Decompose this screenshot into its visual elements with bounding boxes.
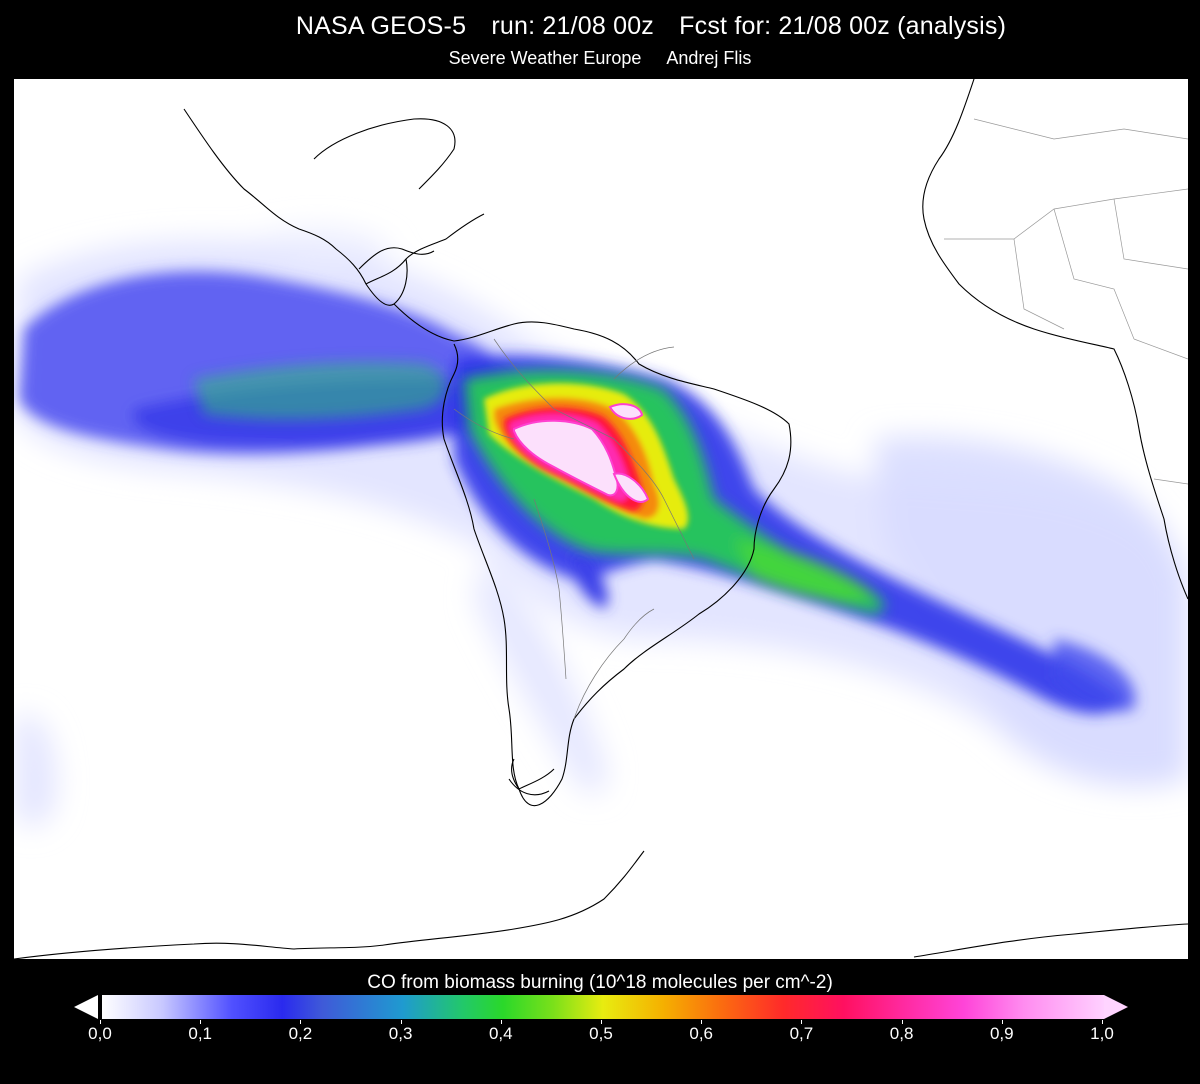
- colorbar-tick-label: 0,1: [188, 1024, 212, 1043]
- colorbar-tick: [1102, 1020, 1103, 1024]
- colorbar-tick: [500, 1020, 502, 1024]
- colorbar-tick-label: 0,4: [488, 1024, 513, 1043]
- africa-borders: [944, 118, 1188, 485]
- colorbar-tick: [100, 1020, 101, 1024]
- colorbar-tick: [801, 1020, 803, 1024]
- colorbar-tick-label: 0,3: [388, 1024, 413, 1043]
- colorbar-tick-label: 0,2: [288, 1024, 313, 1043]
- colorbar-tick-label: 0,5: [589, 1024, 613, 1043]
- colorbar: [100, 995, 1106, 1019]
- subtitle-author: Andrej Flis: [666, 48, 752, 68]
- colorbar-arrow-right: [1104, 995, 1128, 1019]
- colorbar-tick-label: 1,0: [1090, 1024, 1114, 1043]
- colorbar-tick-label: 0,7: [789, 1024, 814, 1043]
- colorbar-tick: [300, 1020, 302, 1024]
- colorbar-tick: [400, 1020, 402, 1024]
- title-run: run: 21/08 00z: [491, 12, 654, 40]
- colorbar-title: CO from biomass burning (10^18 molecules…: [367, 972, 833, 993]
- colorbar-tick-label: 0,8: [889, 1024, 914, 1043]
- africa-coast: [922, 79, 1188, 600]
- colorbar-arrow-left: [74, 995, 98, 1019]
- map-panel: [14, 79, 1188, 959]
- colorbar-tick: [1001, 1020, 1003, 1024]
- title-model: NASA GEOS-5: [295, 12, 467, 40]
- colorbar-tick: [200, 1020, 202, 1024]
- coastlines: [183, 108, 792, 807]
- colorbar-tick: [701, 1020, 703, 1024]
- title-forecast: Fcst for: 21/08 00z (analysis): [679, 12, 1007, 40]
- map-canvas: [14, 79, 1188, 959]
- colorbar-tick: [901, 1020, 903, 1024]
- chart-subtitle: Severe Weather Europe Andrej Flis: [0, 48, 1200, 69]
- antarctic-coast: [14, 850, 1188, 959]
- chart-title: NASA GEOS-5 run: 21/08 00z Fcst for: 21/…: [0, 12, 1200, 41]
- colorbar-tick-label: 0,9: [989, 1024, 1014, 1043]
- colorbar-tick-label: 0,6: [689, 1024, 713, 1043]
- co-plume-peak: [513, 403, 650, 503]
- colorbar-tick: [601, 1020, 602, 1024]
- colorbar-tick-label: 0,0: [88, 1024, 112, 1043]
- country-borders: [453, 338, 695, 720]
- subtitle-source: Severe Weather Europe: [448, 48, 642, 68]
